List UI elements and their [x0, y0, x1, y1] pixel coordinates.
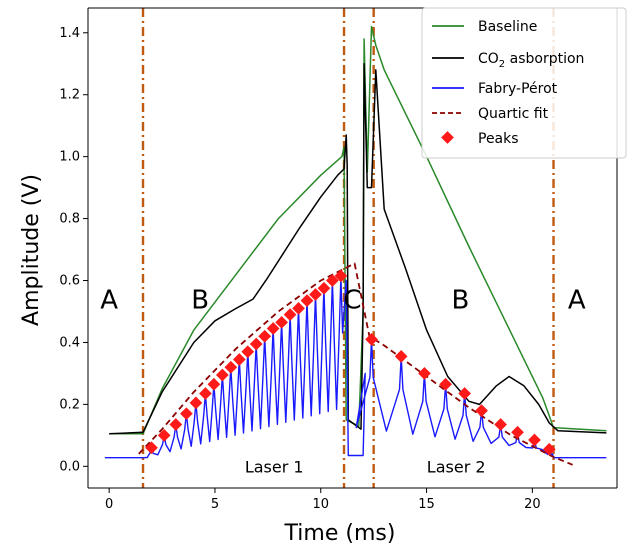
y-tick-label: 0.2 [59, 397, 80, 412]
y-tick-label: 1.2 [59, 88, 80, 103]
legend-co2-prefix: CO [478, 51, 499, 67]
peak-marker [199, 387, 212, 400]
y-tick-label: 0.0 [59, 459, 80, 474]
peak-marker [394, 350, 408, 363]
legend-co2-subscript: 2 [499, 59, 505, 70]
peak-marker [258, 329, 272, 343]
y-tick-label: 0.6 [59, 274, 80, 289]
region-label: A [568, 285, 586, 315]
axes: 0 5 10 15 20 0.0 0.2 0.4 0.6 0.8 1.0 1.2 1.4 [59, 7, 618, 512]
peak-marker [475, 404, 488, 417]
y-tick-label: 1.4 [59, 26, 80, 41]
legend-co2-label: CO2 asborption [478, 51, 584, 70]
region-label: C [343, 285, 361, 315]
peak-marker [511, 425, 524, 439]
peak-marker [275, 315, 288, 329]
peak-marker [458, 387, 472, 400]
region-label: A [100, 285, 118, 315]
peak-marker [266, 322, 280, 335]
peak-marker [189, 396, 203, 410]
y-tick-label: 0.4 [59, 335, 80, 350]
peak-marker [292, 302, 305, 315]
peak-marker [207, 377, 221, 391]
legend: Baseline CO2 asborption Fabry-Pérot Quar… [421, 7, 627, 159]
peak-marker [232, 353, 246, 366]
peak-marker [249, 337, 263, 351]
peak-marker [169, 418, 183, 431]
x-tick-label: 20 [524, 497, 541, 512]
x-tick-label: 10 [312, 497, 329, 512]
peak-marker [241, 345, 255, 359]
legend-baseline-label: Baseline [478, 19, 537, 35]
legend-co2-suffix: asborption [505, 51, 584, 67]
laser-label: Laser 1 [245, 457, 304, 476]
y-tick-label: 1.0 [59, 150, 80, 165]
x-tick-label: 5 [211, 497, 219, 512]
legend-fabry-label: Fabry-Pérot [478, 81, 558, 97]
peak-marker [326, 274, 339, 287]
co2-absorption-line [109, 62, 607, 435]
quartic-fit-line [138, 262, 573, 466]
peak-marker [180, 407, 193, 421]
x-tick-label: 0 [105, 497, 113, 512]
peak-marker [528, 433, 541, 447]
peak-marker [309, 288, 322, 301]
x-tick-label: 15 [418, 497, 435, 512]
laser-label: Laser 2 [427, 457, 486, 476]
peak-marker [283, 308, 297, 321]
legend-peaks-swatch [441, 131, 454, 144]
peak-marker [334, 269, 348, 283]
peak-marker [494, 418, 507, 431]
peak-marker [317, 281, 331, 295]
peak-marker [365, 332, 378, 346]
peak-marker [439, 377, 452, 391]
peak-marker [300, 294, 314, 308]
annotation-layer: A B C B A Laser 1 Laser 2 [100, 285, 586, 476]
y-axis-title: Amplitude (V) [19, 174, 44, 326]
peaks-layer [145, 269, 556, 456]
region-label: B [191, 285, 209, 315]
peak-marker [145, 441, 158, 455]
peak-marker [224, 360, 238, 374]
x-axis-title: Time (ms) [284, 521, 396, 546]
legend-box [421, 7, 627, 159]
peak-marker [216, 368, 229, 382]
legend-peaks-label: Peaks [478, 131, 519, 147]
peak-marker [157, 428, 171, 442]
region-label: B [451, 285, 469, 315]
peak-marker [418, 367, 431, 380]
legend-fit-label: Quartic fit [478, 106, 549, 122]
y-tick-label: 0.8 [59, 212, 80, 227]
